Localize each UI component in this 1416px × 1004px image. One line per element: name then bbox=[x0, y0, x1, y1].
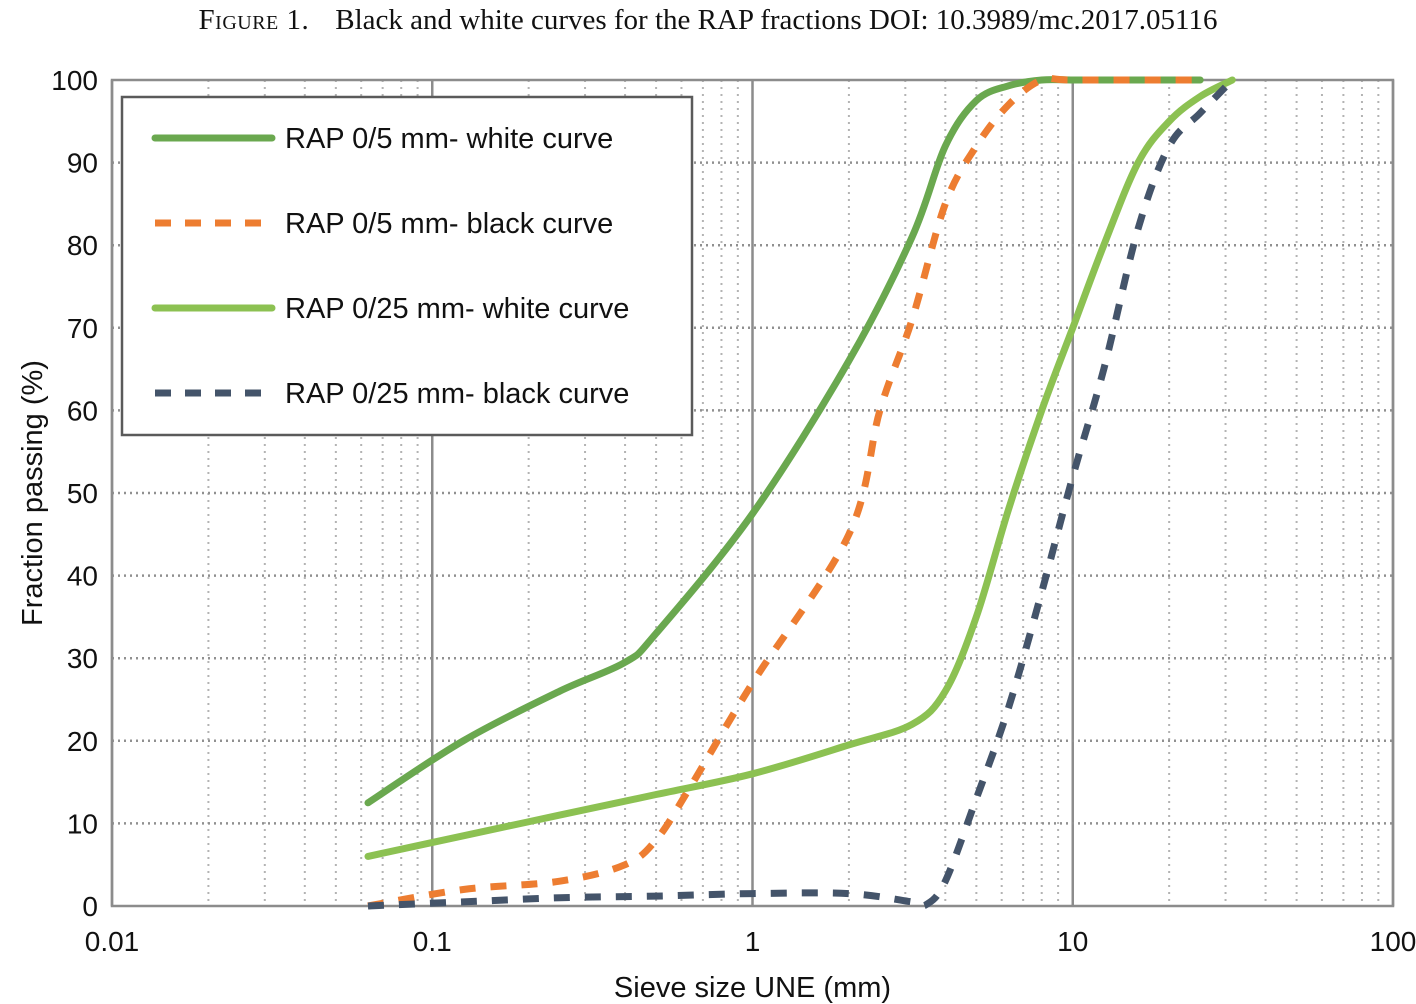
x-tick-label: 0.1 bbox=[413, 926, 452, 957]
y-tick-label: 80 bbox=[67, 230, 98, 261]
y-tick-label: 30 bbox=[67, 643, 98, 674]
x-tick-label: 10 bbox=[1057, 926, 1088, 957]
legend: RAP 0/5 mm- white curve RAP 0/5 mm- black… bbox=[120, 95, 694, 437]
y-tick-label: 60 bbox=[67, 395, 98, 426]
figure-caption: Figure 1. Black and white curves for the … bbox=[0, 0, 1416, 40]
legend-label: RAP 0/25 mm- white curve bbox=[285, 293, 629, 325]
y-tick-label: 0 bbox=[82, 891, 98, 922]
y-tick-label: 100 bbox=[51, 65, 98, 96]
x-tick-label: 100 bbox=[1370, 926, 1416, 957]
figure-label: Figure 1. bbox=[198, 4, 310, 36]
y-tick-label: 10 bbox=[67, 808, 98, 839]
series-layer bbox=[364, 74, 1236, 910]
legend-label: RAP 0/25 mm- black curve bbox=[285, 378, 629, 410]
y-tick-label: 40 bbox=[67, 561, 98, 592]
x-tick-label: 0.01 bbox=[85, 926, 140, 957]
plot-area-frame bbox=[110, 78, 1395, 908]
x-axis-title: Sieve size UNE (mm) bbox=[614, 972, 891, 1004]
legend-label: RAP 0/5 mm- black curve bbox=[285, 208, 613, 240]
y-tick-label: 70 bbox=[67, 313, 98, 344]
series-line-1 bbox=[364, 76, 1204, 807]
legend-box bbox=[120, 95, 694, 437]
legend-label: RAP 0/5 mm- white curve bbox=[285, 123, 613, 155]
x-axis-ticks: 0.01 0.1 1 10 100 bbox=[85, 926, 1416, 957]
y-axis-ticks: 0 10 20 30 40 50 60 70 80 90 100 bbox=[51, 65, 98, 922]
series-line-3 bbox=[364, 76, 1236, 860]
y-tick-label: 20 bbox=[67, 726, 98, 757]
figure-caption-text: Black and white curves for the RAP fract… bbox=[335, 4, 1218, 36]
x-tick-label: 1 bbox=[745, 926, 761, 957]
y-axis-title: Fraction passing (%) bbox=[17, 360, 49, 626]
y-tick-label: 50 bbox=[67, 478, 98, 509]
y-tick-label: 90 bbox=[67, 148, 98, 179]
